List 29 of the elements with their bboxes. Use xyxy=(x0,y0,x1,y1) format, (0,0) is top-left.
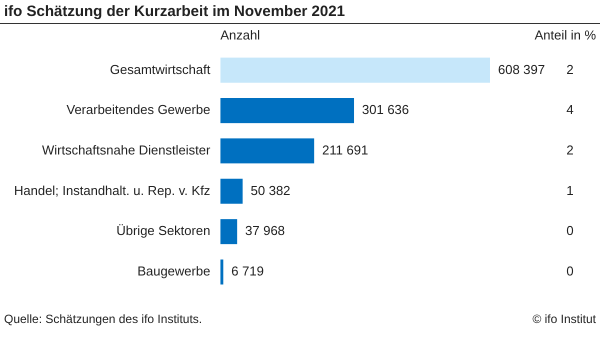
y-tick-label: Gesamtwirtschaft xyxy=(110,62,211,77)
text: 4 xyxy=(566,102,574,118)
text: Anteil in % xyxy=(534,28,596,43)
y-tick-label: Verarbeitendes Gewerbe xyxy=(66,102,210,118)
data-label: 6 719 xyxy=(231,264,264,279)
text: 2 xyxy=(566,62,574,77)
y-tick-label: Handel; Instandhalt. u. Rep. v. Kfz xyxy=(14,182,210,198)
data-label: 50 382 xyxy=(250,182,290,198)
data-label: 37 968 xyxy=(245,223,285,238)
data-label: 211 691 xyxy=(322,142,368,158)
text: 1 xyxy=(566,182,574,198)
y-tick-label: Übrige Sektoren xyxy=(116,223,210,238)
bar xyxy=(220,178,243,204)
data-label: 608 397 xyxy=(498,62,545,77)
bar xyxy=(220,58,490,83)
text: 0 xyxy=(566,223,574,238)
bar xyxy=(220,98,354,124)
x-axis-title: Anzahl xyxy=(220,28,260,43)
text: 2 xyxy=(566,142,574,158)
text: 0 xyxy=(566,264,574,279)
chart-title: ifo Schätzung der Kurzarbeit im November 2021 xyxy=(0,0,600,24)
bar xyxy=(220,138,314,164)
source-note: Quelle: Schätzungen des ifo Instituts. xyxy=(4,312,202,326)
bar xyxy=(220,260,224,285)
y-tick-label: Baugewerbe xyxy=(137,264,210,279)
bar xyxy=(220,219,238,244)
y-tick-label: Wirtschaftsnahe Dienstleister xyxy=(42,142,211,158)
data-label: 301 636 xyxy=(362,102,410,118)
text: © ifo Institut xyxy=(532,312,596,326)
